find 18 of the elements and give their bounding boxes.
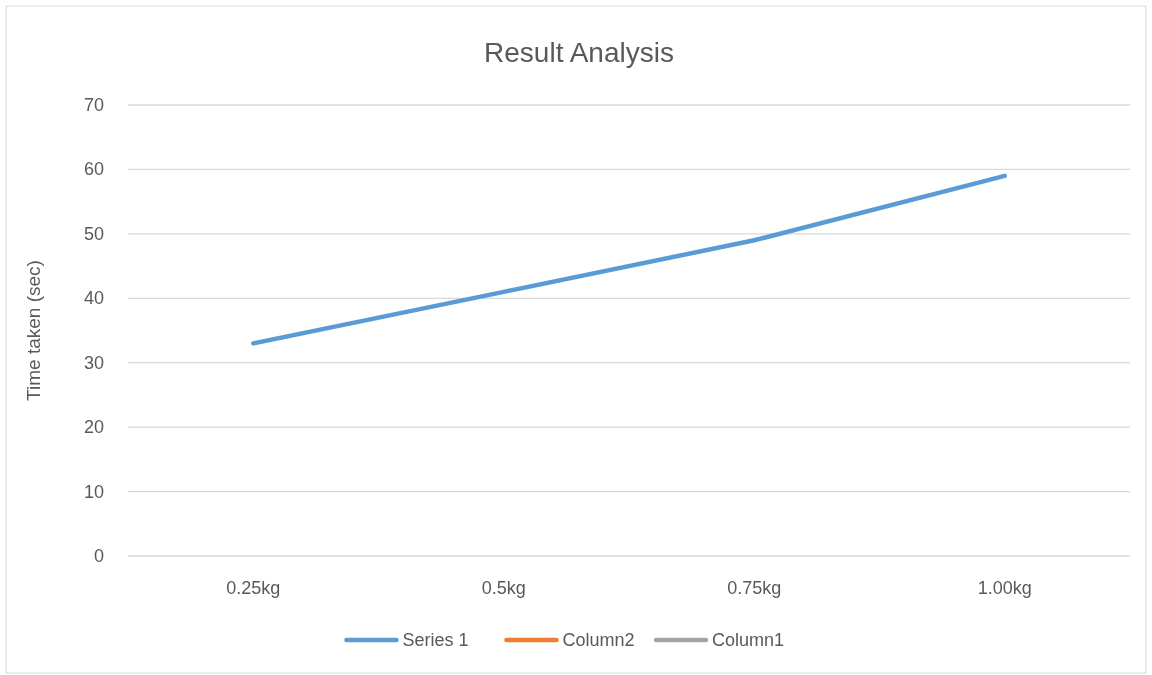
x-tick-label: 0.25kg [226,578,281,598]
y-tick-label: 10 [83,481,104,502]
legend-label: Series 1 [402,630,469,650]
legend-label: Column2 [562,630,635,650]
y-tick-label: 40 [83,288,104,309]
legend-label: Column1 [712,630,785,650]
y-tick-label: 60 [83,159,104,180]
x-tick-label: 1.00kg [977,578,1032,598]
y-axis-title: Time taken (sec) [23,260,44,401]
chart-title: Result Analysis [484,37,674,68]
y-tick-label: 70 [83,95,104,115]
x-tick-label: 0.5kg [481,578,526,598]
y-tick-label: 0 [93,546,104,566]
y-tick-label: 30 [83,352,104,373]
line-series [251,173,1007,346]
x-tick-label: 0.75kg [727,578,782,598]
y-tick-label: 20 [83,417,104,438]
y-tick-label: 50 [83,223,104,244]
